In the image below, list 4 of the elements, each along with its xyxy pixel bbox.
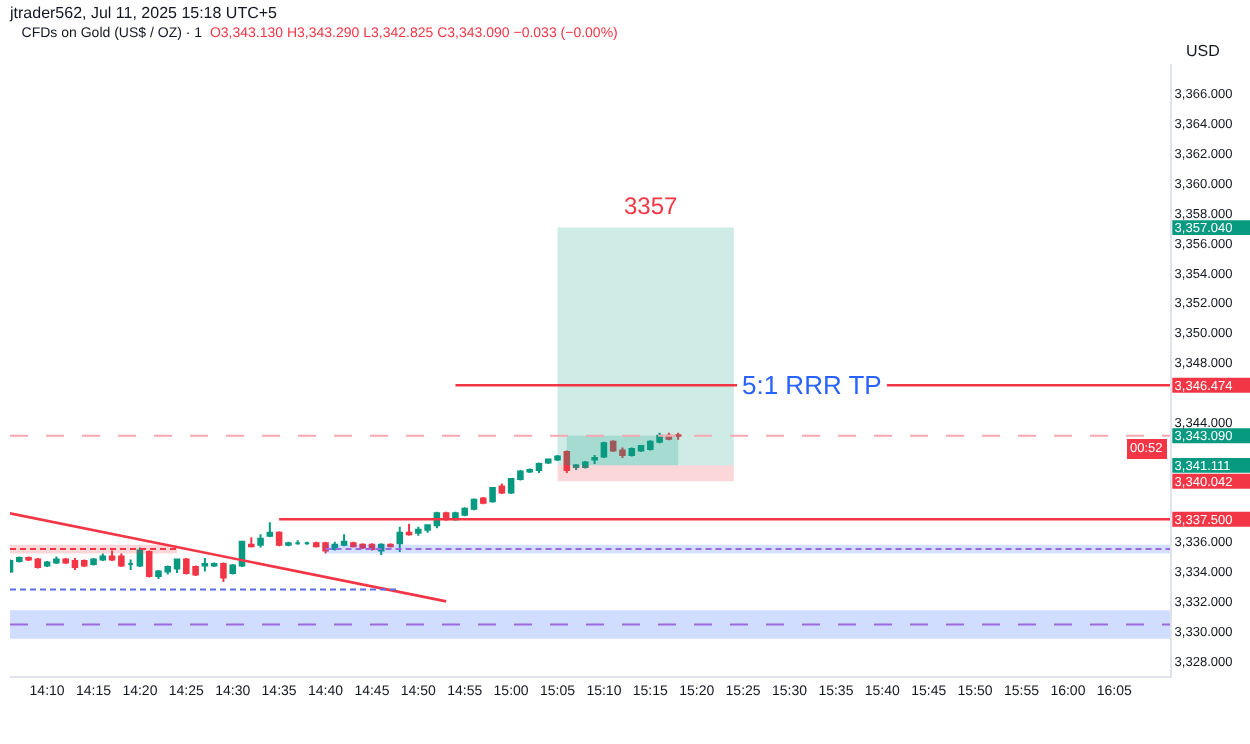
series-label: 5:1 RRR TP — [742, 370, 882, 400]
text: jtrader562, Jul 11, 2025 15:18 UTC+5 — [8, 4, 279, 22]
annotation: 3357 — [624, 192, 679, 220]
y-axis-title: USD — [1186, 42, 1221, 60]
